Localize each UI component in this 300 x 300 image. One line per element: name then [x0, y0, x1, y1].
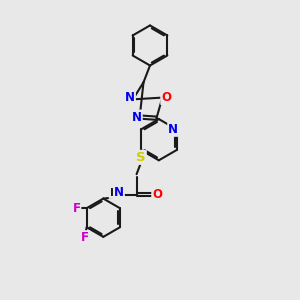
Text: H: H — [110, 188, 119, 198]
Text: S: S — [136, 151, 146, 164]
Text: N: N — [125, 92, 135, 104]
Text: N: N — [114, 187, 124, 200]
Text: N: N — [168, 123, 178, 136]
Text: O: O — [152, 188, 162, 201]
Text: O: O — [161, 91, 171, 104]
Text: F: F — [81, 231, 89, 244]
Text: F: F — [72, 202, 80, 215]
Text: N: N — [132, 110, 142, 124]
